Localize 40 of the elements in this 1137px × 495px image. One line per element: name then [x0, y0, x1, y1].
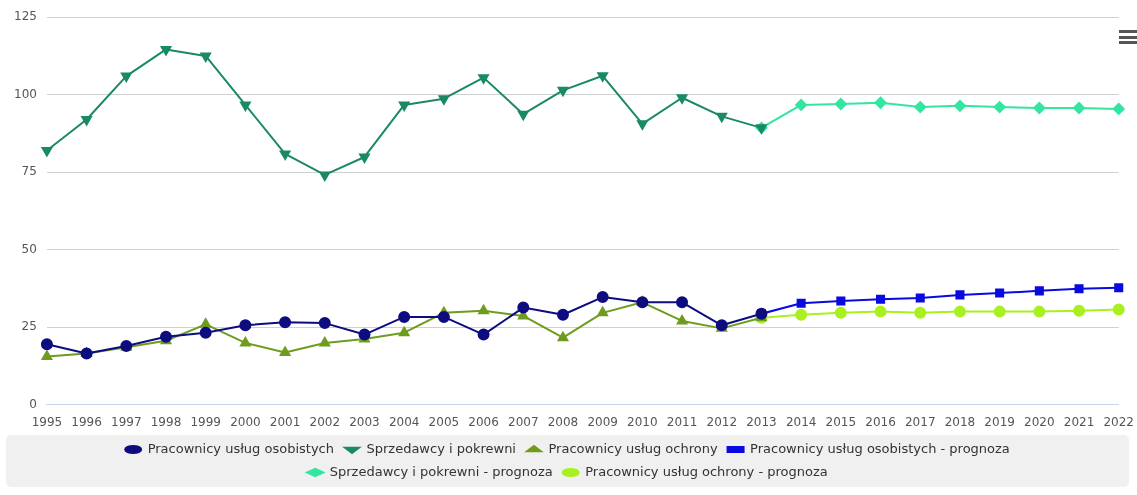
x-tick-label: 1997	[111, 414, 142, 429]
x-tick-label: 1995	[31, 414, 63, 429]
x-tick-label: 2008	[547, 414, 579, 429]
x-tick-label: 2004	[388, 414, 420, 429]
legend-label: Pracownicy usług osobistych	[147, 440, 334, 456]
x-tick-label: 2001	[269, 414, 301, 429]
legend-label: Pracownicy usług ochrony	[548, 440, 718, 456]
x-tick-label: 2021	[1063, 414, 1095, 429]
x-tick-label: 1998	[150, 414, 182, 429]
y-tick-label: 0	[29, 396, 37, 411]
x-tick-label: 1996	[71, 414, 102, 429]
x-tick-label: 2016	[865, 414, 896, 429]
y-tick-label: 125	[14, 9, 37, 24]
legend-label: Pracownicy usług ochrony - prognoza	[585, 463, 828, 479]
x-tick-label: 2000	[230, 414, 261, 429]
y-tick-label: 75	[21, 164, 37, 179]
x-tick-label: 2011	[666, 414, 698, 429]
legend-label: Pracownicy usług osobistych - prognoza	[750, 440, 1010, 456]
x-tick-label: 2015	[825, 414, 857, 429]
x-tick-label: 2013	[746, 414, 777, 429]
x-tick-label: 2017	[904, 414, 936, 429]
legend-label: Sprzedawcy i pokrewni - prognoza	[329, 463, 553, 479]
x-tick-label: 2022	[1103, 414, 1134, 429]
x-tick-label: 2019	[984, 414, 1015, 429]
x-tick-label: 2012	[706, 414, 738, 429]
x-tick-label: 2003	[349, 414, 380, 429]
legend-label: Sprzedawcy i pokrewni	[366, 440, 516, 456]
x-tick-label: 2009	[587, 414, 618, 429]
x-tick-label: 2018	[944, 414, 976, 429]
x-tick-label: 2014	[785, 414, 817, 429]
x-tick-label: 2007	[508, 414, 539, 429]
y-tick-label: 100	[14, 86, 37, 101]
x-tick-label: 2020	[1024, 414, 1055, 429]
x-tick-label: 2002	[309, 414, 341, 429]
x-tick-label: 2010	[627, 414, 658, 429]
x-tick-label: 2006	[468, 414, 499, 429]
x-tick-label: 1999	[190, 414, 221, 429]
x-tick-label: 2005	[428, 414, 460, 429]
y-tick-label: 50	[21, 241, 37, 256]
y-tick-label: 25	[21, 319, 37, 334]
